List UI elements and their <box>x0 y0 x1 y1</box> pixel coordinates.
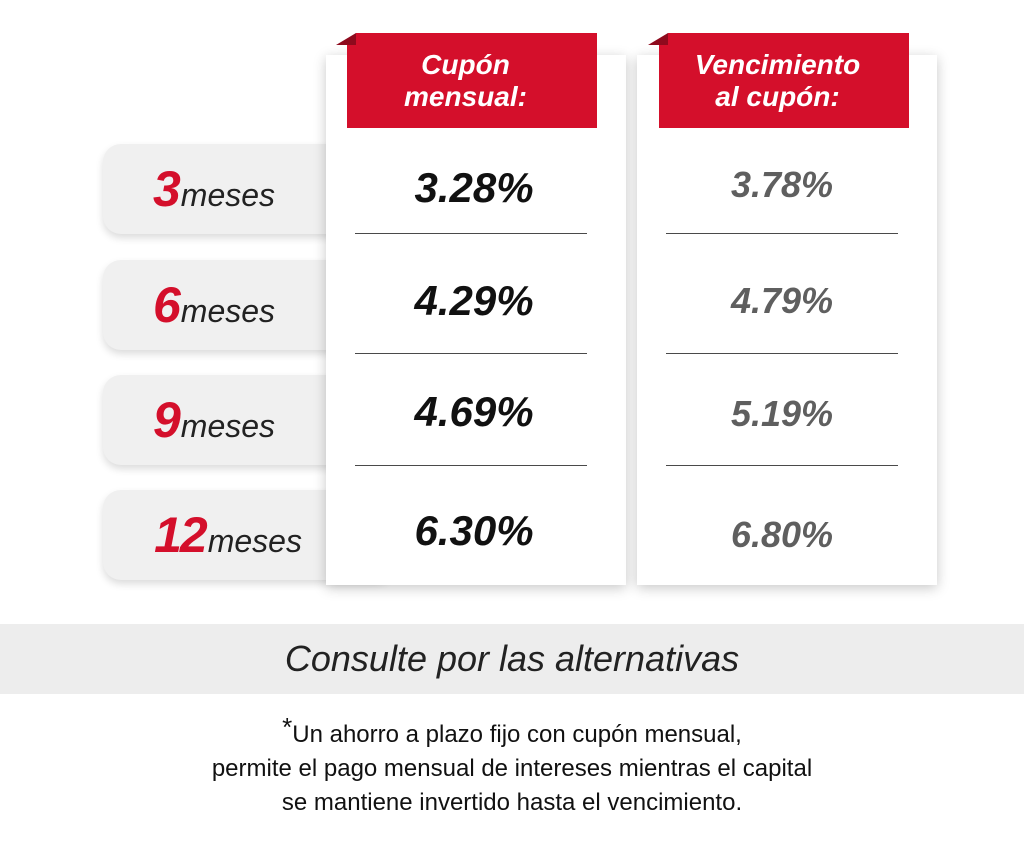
vencimiento-column-card <box>637 55 937 585</box>
term-unit: meses <box>180 177 276 213</box>
vencimiento-divider-1 <box>666 233 898 234</box>
vencimiento-column-header: Vencimiento al cupón: <box>646 33 909 128</box>
cupon-header-ribbon <box>336 33 597 128</box>
footnote-line-1-text: Un ahorro a plazo fijo con cupón mensual… <box>292 721 742 748</box>
vencimiento-divider-3 <box>666 465 898 466</box>
vencimiento-rate-row-4: 6.80% <box>730 514 834 555</box>
cupon-header-line1: Cupón <box>421 48 510 80</box>
cupon-column-card <box>326 55 626 585</box>
cupon-column-header: Cupón mensual: <box>334 33 597 128</box>
term-unit: meses <box>207 523 302 559</box>
term-number: 3 <box>152 161 181 217</box>
term-number: 6 <box>152 277 181 333</box>
cupon-rate-row-3: 4.69% <box>414 388 534 435</box>
term-label-row-4: 12 meses <box>113 490 343 580</box>
consult-banner: Consulte por las alternativas <box>0 624 1024 694</box>
cupon-rate-row-4: 6.30% <box>414 507 534 554</box>
footnote: *Un ahorro a plazo fijo con cupón mensua… <box>100 710 924 820</box>
vencimiento-rate-row-1: 3.78% <box>730 164 834 205</box>
term-label-row-2: 6 meses <box>103 260 325 350</box>
term-label-row-1: 3 meses <box>103 144 325 234</box>
vencimiento-rate-row-2: 4.79% <box>730 280 834 321</box>
consult-text: Consulte por las alternativas <box>284 638 740 679</box>
term-number: 9 <box>152 392 181 448</box>
cupon-divider-1 <box>355 233 587 234</box>
footnote-asterisk: * <box>282 712 293 742</box>
term-unit: meses <box>180 293 276 329</box>
vencimiento-rate-row-3: 5.19% <box>730 393 834 434</box>
footnote-line-2: permite el pago mensual de intereses mie… <box>211 755 813 782</box>
vencimiento-header-line2: al cupón: <box>715 80 840 112</box>
cupon-rate-row-2: 4.29% <box>414 277 534 324</box>
term-number: 12 <box>154 507 208 563</box>
cupon-divider-3 <box>355 465 587 466</box>
vencimiento-header-ribbon <box>648 33 909 128</box>
term-label-row-3: 9 meses <box>103 375 325 465</box>
footnote-line-3: se mantiene invertido hasta el vencimien… <box>281 789 743 816</box>
vencimiento-header-line1: Vencimiento <box>694 48 861 80</box>
footnote-line-1: *Un ahorro a plazo fijo con cupón mensua… <box>100 710 924 752</box>
vencimiento-divider-2 <box>666 353 898 354</box>
term-unit: meses <box>180 408 276 444</box>
cupon-header-line2: mensual: <box>404 80 527 112</box>
cupon-rate-row-1: 3.28% <box>414 164 534 211</box>
cupon-divider-2 <box>355 353 587 354</box>
